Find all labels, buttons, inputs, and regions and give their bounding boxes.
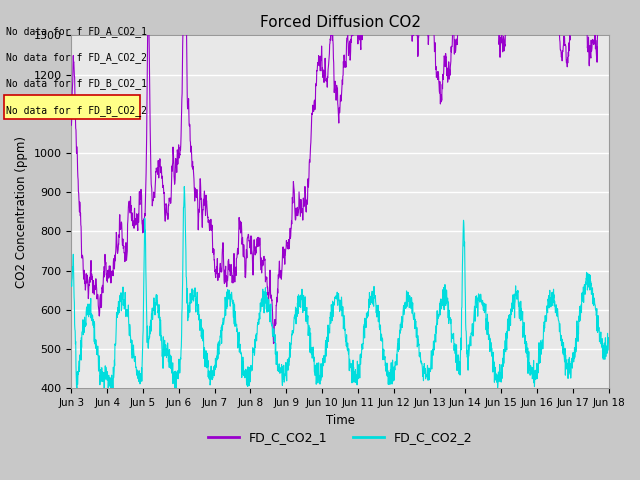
- Text: No data for f FD_B_CO2_2: No data for f FD_B_CO2_2: [6, 105, 147, 116]
- Y-axis label: CO2 Concentration (ppm): CO2 Concentration (ppm): [15, 136, 28, 288]
- Text: No data for f FD_A_CO2_1: No data for f FD_A_CO2_1: [6, 25, 147, 36]
- Text: No data for f FD_B_CO2_1: No data for f FD_B_CO2_1: [6, 78, 147, 89]
- Text: No data for f FD_A_CO2_2: No data for f FD_A_CO2_2: [6, 52, 147, 63]
- Title: Forced Diffusion CO2: Forced Diffusion CO2: [259, 15, 420, 30]
- X-axis label: Time: Time: [326, 414, 355, 427]
- Legend: FD_C_CO2_1, FD_C_CO2_2: FD_C_CO2_1, FD_C_CO2_2: [203, 426, 477, 449]
